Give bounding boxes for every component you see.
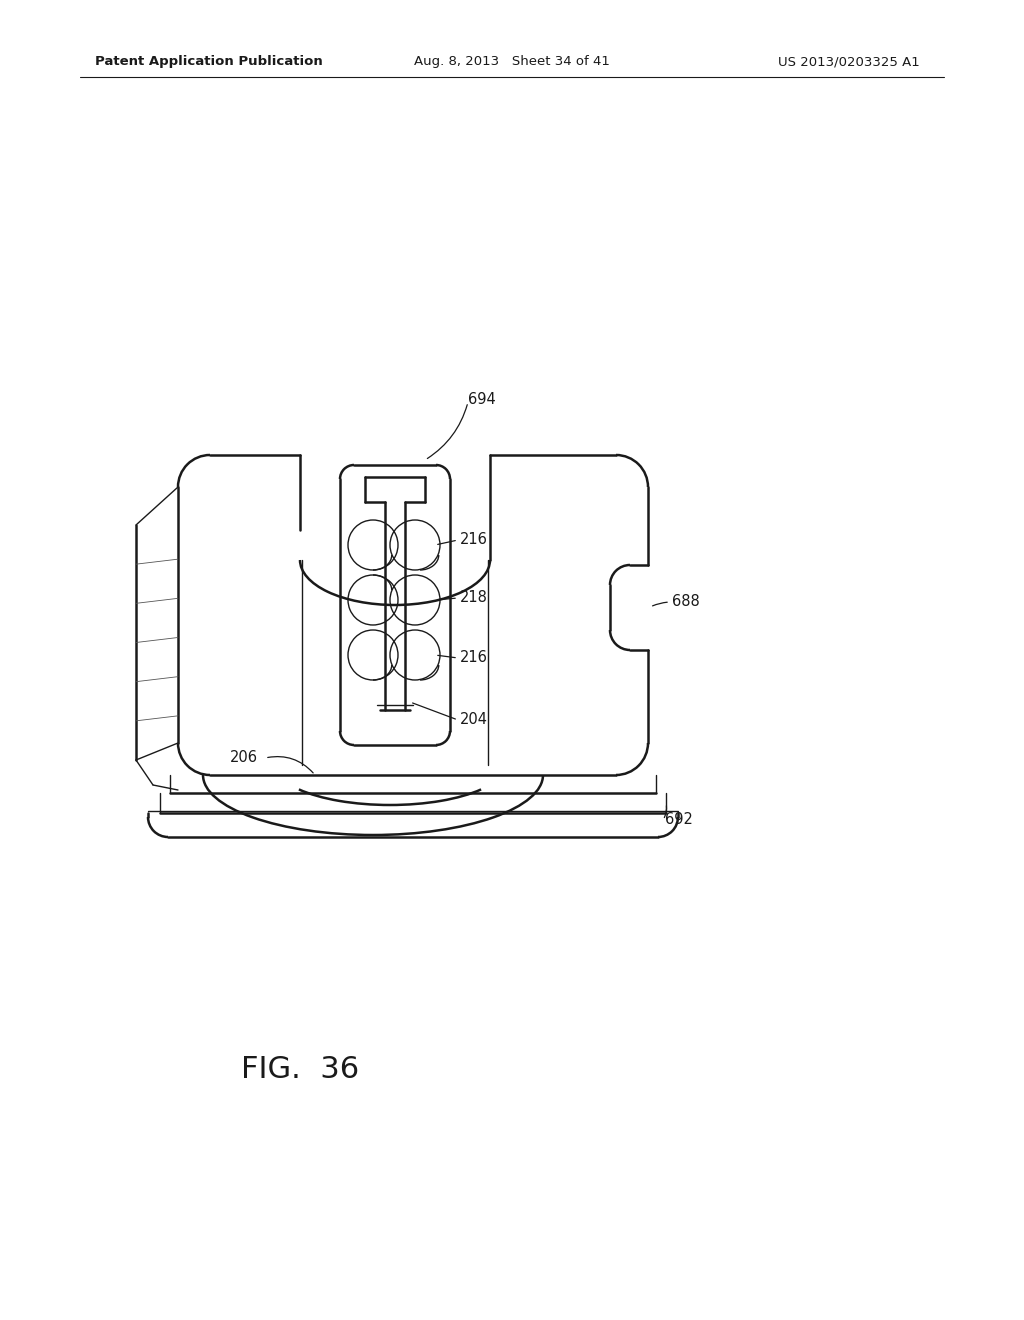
Text: US 2013/0203325 A1: US 2013/0203325 A1 xyxy=(778,55,920,69)
Text: 204: 204 xyxy=(460,713,488,727)
Text: 694: 694 xyxy=(468,392,496,408)
Text: FIG.  36: FIG. 36 xyxy=(241,1056,359,1085)
Text: Aug. 8, 2013   Sheet 34 of 41: Aug. 8, 2013 Sheet 34 of 41 xyxy=(414,55,610,69)
Text: 216: 216 xyxy=(460,651,487,665)
Text: 216: 216 xyxy=(460,532,487,548)
Text: 206: 206 xyxy=(230,751,258,766)
Text: Patent Application Publication: Patent Application Publication xyxy=(95,55,323,69)
Text: 218: 218 xyxy=(460,590,487,606)
Text: 692: 692 xyxy=(665,813,693,828)
Text: 688: 688 xyxy=(672,594,699,610)
